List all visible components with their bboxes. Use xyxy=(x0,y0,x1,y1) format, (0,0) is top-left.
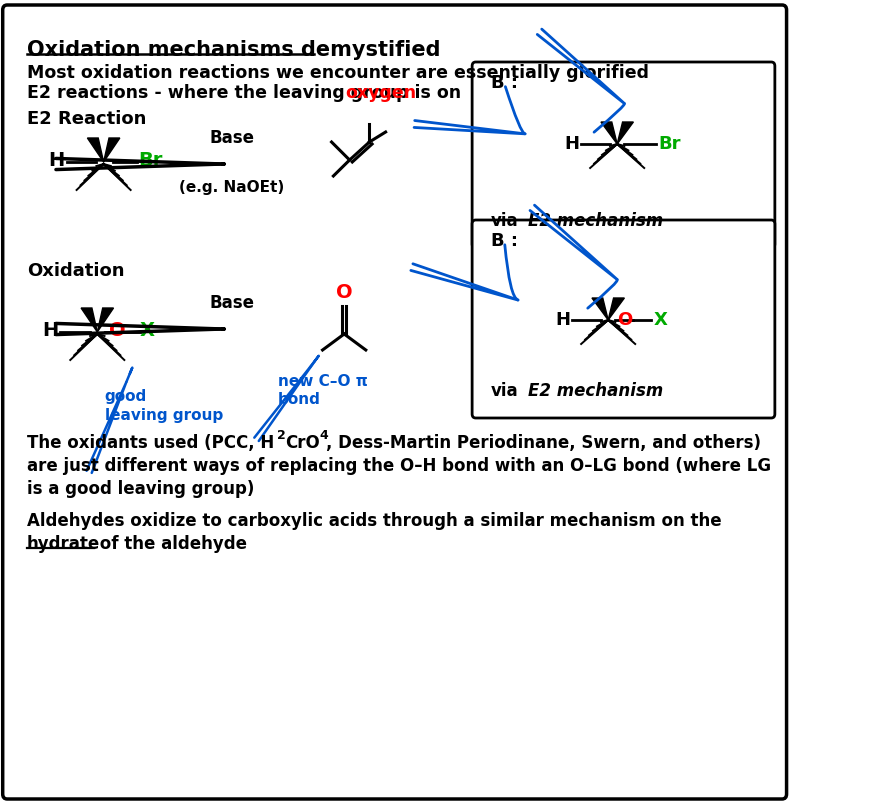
Polygon shape xyxy=(103,138,119,162)
Polygon shape xyxy=(600,122,617,144)
Text: E2 reactions - where the leaving group is on: E2 reactions - where the leaving group i… xyxy=(27,84,467,102)
Polygon shape xyxy=(617,122,632,144)
Text: X: X xyxy=(652,311,667,329)
Text: hydrate: hydrate xyxy=(27,535,100,553)
FancyBboxPatch shape xyxy=(472,220,774,418)
Text: good
leaving group: good leaving group xyxy=(104,389,223,423)
FancyBboxPatch shape xyxy=(472,62,774,248)
Text: O: O xyxy=(336,282,352,302)
Text: B :: B : xyxy=(490,232,517,250)
Text: Aldehydes oxidize to carboxylic acids through a similar mechanism on the: Aldehydes oxidize to carboxylic acids th… xyxy=(27,512,721,530)
Text: The oxidants used (PCC, H: The oxidants used (PCC, H xyxy=(27,434,274,452)
FancyBboxPatch shape xyxy=(3,5,786,799)
Text: is a good leaving group): is a good leaving group) xyxy=(27,480,254,498)
Text: H: H xyxy=(48,152,65,171)
Text: H: H xyxy=(555,311,570,329)
Text: H: H xyxy=(564,135,579,153)
Text: O: O xyxy=(616,311,631,329)
Text: B :: B : xyxy=(490,74,517,92)
Polygon shape xyxy=(97,308,113,332)
Text: E2 mechanism: E2 mechanism xyxy=(527,212,662,230)
Text: E2 mechanism: E2 mechanism xyxy=(527,382,662,400)
Polygon shape xyxy=(591,298,608,320)
Text: oxygen: oxygen xyxy=(345,84,416,102)
Text: Base: Base xyxy=(209,294,253,312)
Text: Br: Br xyxy=(658,135,680,153)
Text: Most oxidation reactions we encounter are essentially glorified: Most oxidation reactions we encounter ar… xyxy=(27,64,648,82)
Text: X: X xyxy=(139,322,154,341)
Polygon shape xyxy=(88,138,103,162)
Polygon shape xyxy=(608,298,624,320)
Text: 4: 4 xyxy=(318,429,327,442)
Text: new C–O π: new C–O π xyxy=(277,374,367,389)
Text: CrO: CrO xyxy=(284,434,319,452)
Text: Br: Br xyxy=(138,152,162,171)
Text: via: via xyxy=(490,212,518,230)
Text: , Dess-Martin Periodinane, Swern, and others): , Dess-Martin Periodinane, Swern, and ot… xyxy=(325,434,760,452)
Text: Oxidation mechanisms demystified: Oxidation mechanisms demystified xyxy=(27,40,440,60)
Text: (e.g. NaOEt): (e.g. NaOEt) xyxy=(179,180,284,195)
Text: bond: bond xyxy=(277,392,320,407)
Polygon shape xyxy=(81,308,97,332)
Text: 2: 2 xyxy=(276,429,285,442)
Text: Base: Base xyxy=(209,129,253,147)
Text: are just different ways of replacing the O–H bond with an O–LG bond (where LG: are just different ways of replacing the… xyxy=(27,457,770,475)
Text: of the aldehyde: of the aldehyde xyxy=(94,535,246,553)
Text: E2 Reaction: E2 Reaction xyxy=(27,110,146,128)
Text: via: via xyxy=(490,382,518,400)
Text: O: O xyxy=(109,322,125,341)
Text: Oxidation: Oxidation xyxy=(27,262,125,280)
Text: H: H xyxy=(42,322,59,341)
